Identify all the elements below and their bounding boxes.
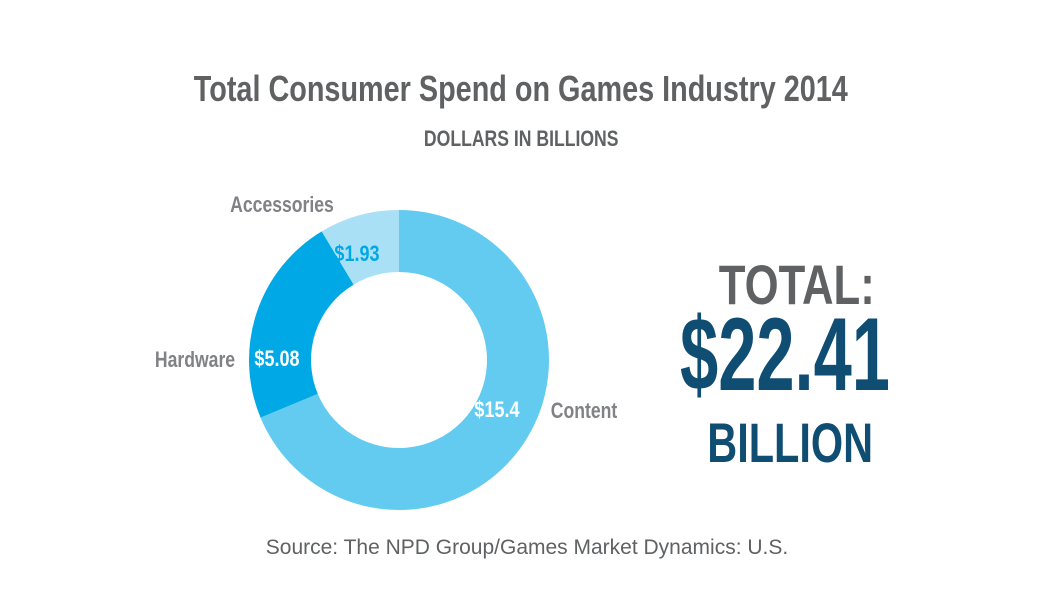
- value-label-layer: $15.4 $5.08 $1.93: [254, 242, 520, 422]
- total-value: $22.41: [680, 297, 890, 413]
- category-label-content: Content: [551, 399, 618, 423]
- source-note: Source: The NPD Group/Games Market Dynam…: [265, 536, 789, 559]
- category-label-layer: Content Hardware Accessories: [155, 193, 618, 423]
- slice-layer: [248, 210, 550, 510]
- total-label: TOTAL:: [718, 253, 875, 316]
- chart-title: Total Consumer Spend on Games Industry 2…: [193, 68, 848, 109]
- category-label-hardware: Hardware: [155, 348, 235, 372]
- chart-subtitle: DOLLARS IN BILLIONS: [423, 126, 619, 151]
- total-unit: BILLION: [707, 411, 874, 474]
- value-label-hardware: $5.08: [254, 347, 299, 371]
- value-label-accessories: $1.93: [334, 242, 379, 266]
- slice-content: [260, 210, 550, 510]
- slice-hardware: [248, 231, 354, 418]
- category-label-accessories: Accessories: [230, 193, 334, 217]
- value-label-content: $15.4: [474, 398, 520, 422]
- slice-accessories: [321, 210, 399, 285]
